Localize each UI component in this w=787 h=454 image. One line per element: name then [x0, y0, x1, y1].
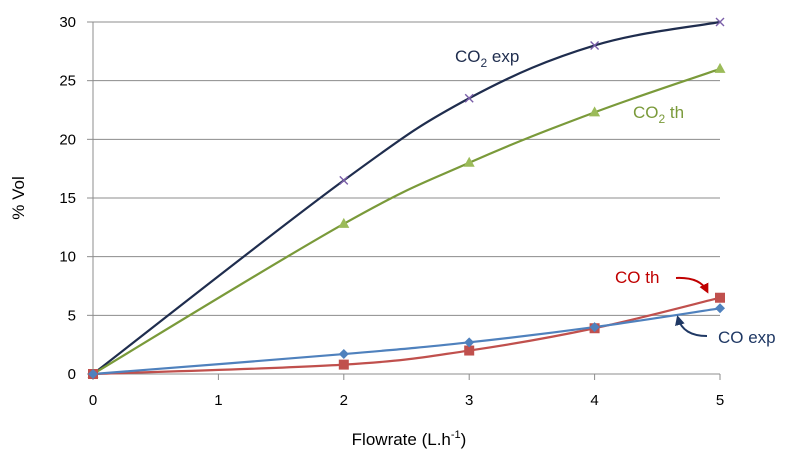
marker-co-th — [715, 292, 725, 303]
marker-co2-th — [463, 156, 475, 167]
axes — [87, 21, 721, 380]
series-line-co-exp — [92, 307, 721, 376]
x-axis-title-tail: ) — [461, 430, 467, 449]
series-markers — [87, 17, 726, 379]
series-label-co-th: CO2 th — [633, 103, 684, 126]
marker-co2-th — [338, 217, 350, 228]
marker-co-exp — [88, 369, 98, 379]
arrow-co-exp — [675, 315, 708, 337]
series-label-co-exp: CO2 exp — [455, 47, 519, 70]
series-lines — [92, 20, 721, 376]
series-line-co-th — [92, 296, 721, 376]
grid-lines — [93, 21, 720, 316]
x-tick-label: 1 — [214, 392, 222, 409]
marker-co-exp — [715, 303, 725, 314]
marker-co-exp — [464, 337, 475, 348]
marker-co2-th — [589, 106, 601, 117]
series-annotations: CO2 exp CO2 th CO th CO exp — [455, 47, 776, 347]
y-tick-label: 15 — [59, 190, 76, 207]
x-axis-title-sup: -1 — [451, 429, 461, 441]
x-tick-label: 4 — [590, 392, 598, 409]
y-axis-title: % Vol — [9, 176, 28, 219]
arrow-co-th — [675, 276, 709, 294]
x-axis-title: Flowrate (L.h-1) — [352, 429, 467, 449]
marker-co-th — [464, 345, 475, 356]
y-tick-label: 20 — [59, 131, 76, 148]
series-line-co2-exp — [92, 20, 721, 375]
y-tick-labels: 0 5 10 15 20 25 30 — [59, 14, 76, 383]
y-tick-label: 25 — [59, 73, 76, 90]
marker-co2-exp — [590, 40, 600, 50]
marker-co-exp — [338, 349, 349, 360]
marker-co2-th — [714, 62, 726, 73]
x-tick-label: 2 — [340, 392, 348, 409]
series-label-co-exp: CO exp — [718, 328, 776, 347]
y-tick-label: 10 — [59, 249, 76, 266]
marker-co2-exp — [715, 17, 725, 27]
x-tick-label: 3 — [465, 392, 473, 409]
x-axis-title-main: Flowrate (L.h — [352, 430, 451, 449]
x-tick-label: 5 — [716, 392, 724, 409]
y-tick-label: 30 — [59, 14, 76, 31]
y-tick-label: 0 — [68, 366, 76, 383]
marker-co-th — [338, 359, 349, 370]
series-line-co2-th — [92, 67, 721, 375]
x-tick-label: 0 — [89, 392, 97, 409]
marker-co-exp — [589, 322, 600, 333]
series-label-co-th: CO th — [615, 268, 659, 287]
x-tick-labels: 0 1 2 3 4 5 — [89, 392, 724, 409]
marker-co2-exp — [464, 93, 474, 103]
y-tick-label: 5 — [68, 307, 76, 324]
marker-co2-exp — [339, 175, 349, 185]
